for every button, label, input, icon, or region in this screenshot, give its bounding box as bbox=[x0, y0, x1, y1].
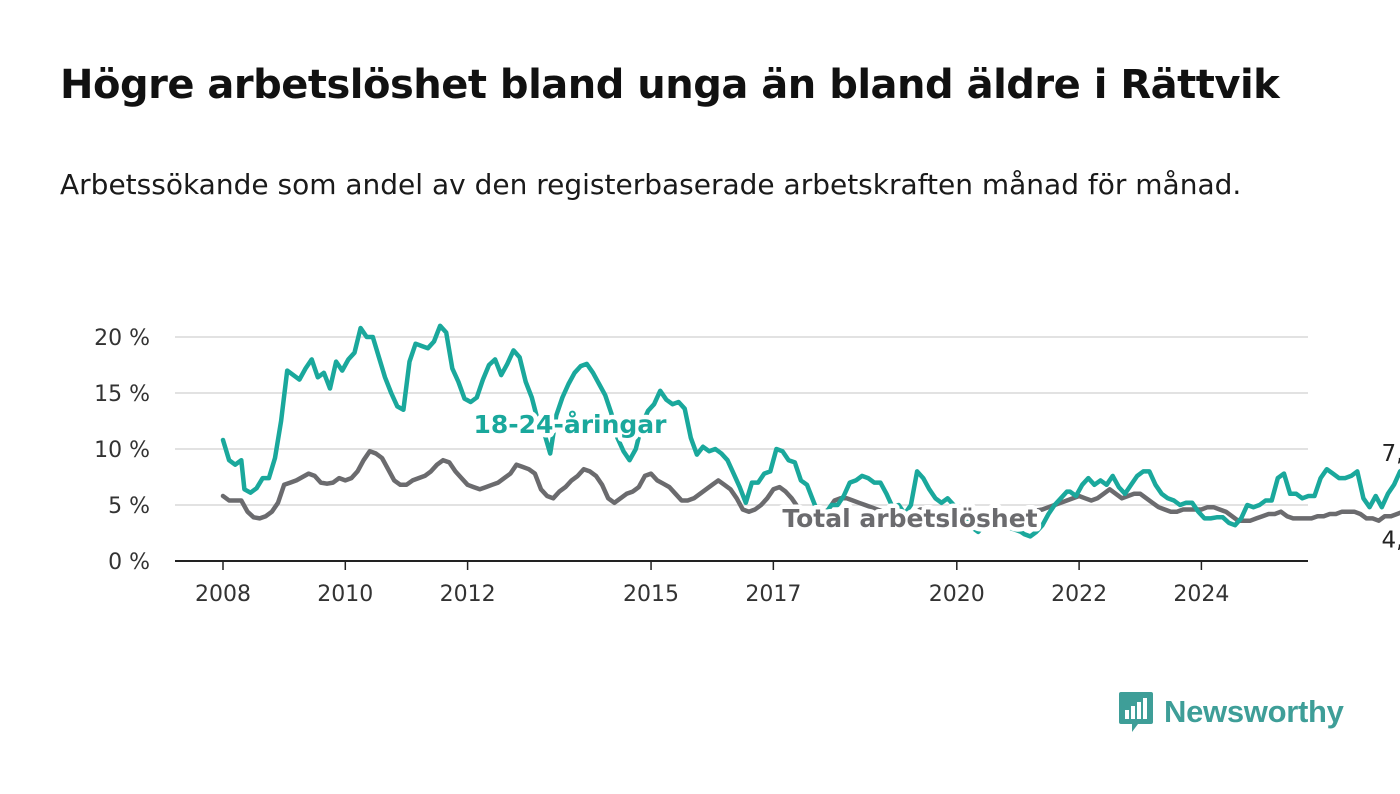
newsworthy-logo: Newsworthy bbox=[1118, 690, 1344, 734]
y-tick-label: 15 % bbox=[94, 382, 150, 407]
y-tick-label: 5 % bbox=[108, 494, 150, 519]
x-tick-label: 2010 bbox=[317, 582, 373, 607]
x-tick-label: 2017 bbox=[745, 582, 801, 607]
end-value-label-youth: 7,4 % bbox=[1381, 441, 1400, 467]
x-tick-label: 2008 bbox=[195, 582, 251, 607]
series-line-youth bbox=[220, 323, 1400, 539]
y-tick-label: 20 % bbox=[94, 326, 150, 351]
x-tick-label: 2022 bbox=[1051, 582, 1107, 607]
y-tick-label: 0 % bbox=[108, 550, 150, 575]
brand-name: Newsworthy bbox=[1164, 694, 1344, 729]
end-value-label-total: 4,4 % bbox=[1381, 528, 1400, 554]
x-tick-label: 2024 bbox=[1173, 582, 1229, 607]
chart-title: Högre arbetslöshet bland unga än bland ä… bbox=[60, 62, 1280, 108]
x-tick-label: 2020 bbox=[929, 582, 985, 607]
x-tick-label: 2012 bbox=[440, 582, 496, 607]
series-label-youth: 18-24-åringar bbox=[474, 410, 668, 439]
y-tick-label: 10 % bbox=[94, 438, 150, 463]
newsworthy-logo-icon bbox=[1119, 692, 1153, 732]
chart-subtitle: Arbetssökande som andel av den registerb… bbox=[60, 168, 1242, 201]
x-tick-label: 2015 bbox=[623, 582, 679, 607]
series-label-total: Total arbetslöshet bbox=[782, 504, 1037, 533]
